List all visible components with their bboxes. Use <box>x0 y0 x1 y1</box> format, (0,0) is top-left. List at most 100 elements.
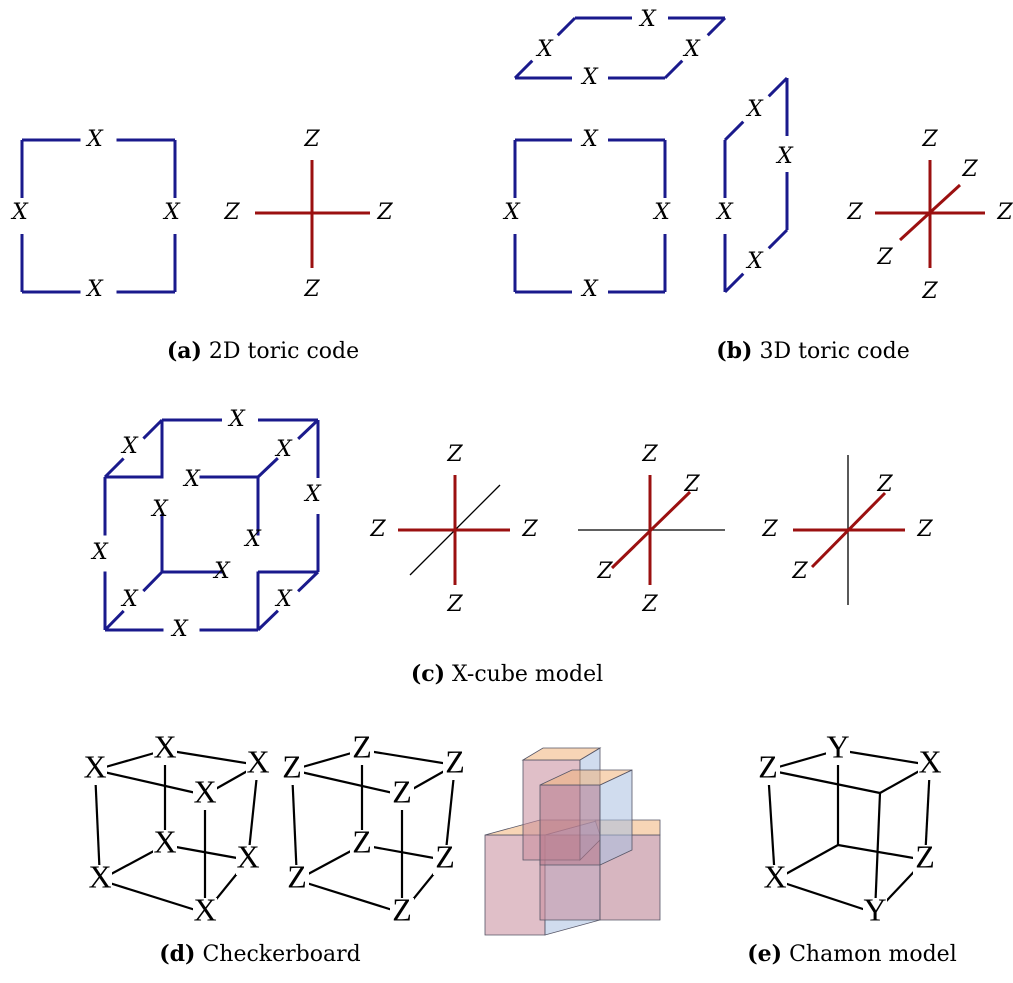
label-bg <box>390 780 414 810</box>
label: Z <box>521 517 538 542</box>
edge <box>164 843 249 862</box>
label: X <box>652 200 671 225</box>
label: Z <box>761 517 778 542</box>
label: Z <box>683 472 700 497</box>
edge <box>99 878 206 915</box>
label: Y <box>863 891 886 927</box>
label-bg <box>246 750 270 780</box>
label: X <box>274 437 293 462</box>
label: Z <box>996 200 1013 225</box>
label: Z <box>223 200 240 225</box>
caption-tag: (a) <box>167 338 202 364</box>
label: X <box>775 144 794 169</box>
label-bg <box>193 898 217 928</box>
label: X <box>212 559 231 584</box>
label: X <box>83 748 106 784</box>
edge <box>94 768 206 797</box>
label: X <box>85 127 104 152</box>
label: Z <box>303 277 320 302</box>
label: X <box>246 743 269 779</box>
label: X <box>88 858 111 894</box>
panel: X X X X Z Z Z Z (a) 2D toric code <box>10 127 393 364</box>
caption: (e) Chamon model <box>747 941 956 967</box>
edge <box>723 120 745 142</box>
edge <box>723 272 745 294</box>
label-bg <box>390 898 414 928</box>
caption-text: X-cube model <box>452 662 603 687</box>
edge <box>164 748 259 767</box>
label: Z <box>376 200 393 225</box>
edge <box>767 76 789 98</box>
label-bg <box>918 750 942 780</box>
edge <box>297 418 320 440</box>
caption: (b) 3D toric code <box>716 338 909 364</box>
label: X <box>274 587 293 612</box>
edge <box>291 768 403 797</box>
edge <box>513 59 534 80</box>
label-bg <box>350 830 374 860</box>
label: Z <box>758 748 778 784</box>
label: X <box>170 617 189 642</box>
edge <box>923 764 932 861</box>
label: Z <box>446 442 463 467</box>
label: Z <box>915 838 935 874</box>
label: Z <box>282 748 302 784</box>
label: Z <box>921 279 938 304</box>
label: X <box>580 65 599 90</box>
label: X <box>120 434 139 459</box>
caption: (d) Checkerboard <box>159 941 360 967</box>
edge <box>706 16 727 37</box>
label: X <box>153 728 176 764</box>
edge <box>361 748 456 767</box>
label: Z <box>303 127 320 152</box>
caption-text: 2D toric code <box>209 339 359 364</box>
label: Z <box>352 728 372 764</box>
edge <box>256 457 279 479</box>
label: X <box>535 37 554 62</box>
edge <box>361 843 446 862</box>
label: X <box>243 527 262 552</box>
label: X <box>502 200 521 225</box>
label-bg <box>433 845 457 875</box>
edge <box>767 768 881 795</box>
label-bg <box>443 750 467 780</box>
caption: (c) X-cube model <box>411 661 603 687</box>
caption-tag: (d) <box>159 941 195 967</box>
caption-tag: (e) <box>747 941 782 967</box>
edge <box>663 59 684 80</box>
edge <box>142 418 164 440</box>
edge <box>774 878 876 915</box>
caption-text: 3D toric code <box>759 339 909 364</box>
label: X <box>150 497 169 522</box>
label-bg <box>83 755 107 785</box>
edge <box>290 769 299 881</box>
label-bg <box>863 898 887 928</box>
label: Z <box>876 472 893 497</box>
label: Z <box>641 592 658 617</box>
edge <box>103 609 125 632</box>
caption-tag: (c) <box>411 661 445 687</box>
label: Z <box>846 200 863 225</box>
label: Z <box>392 773 412 809</box>
label-bg <box>193 780 217 810</box>
label-bg <box>913 845 937 875</box>
label: X <box>745 97 764 122</box>
label: Z <box>791 559 808 584</box>
caption: (a) 2D toric code <box>167 338 359 364</box>
edge <box>443 764 457 861</box>
caption-text: Checkerboard <box>202 942 360 967</box>
label: Z <box>287 858 307 894</box>
label-bg <box>826 735 850 765</box>
caption-tag: (b) <box>716 338 752 364</box>
label: X <box>303 482 322 507</box>
label: Y <box>826 728 849 764</box>
crosses <box>255 160 985 605</box>
edge <box>297 570 320 593</box>
label: Z <box>596 559 613 584</box>
label: Z <box>876 245 893 270</box>
edge <box>103 457 125 479</box>
